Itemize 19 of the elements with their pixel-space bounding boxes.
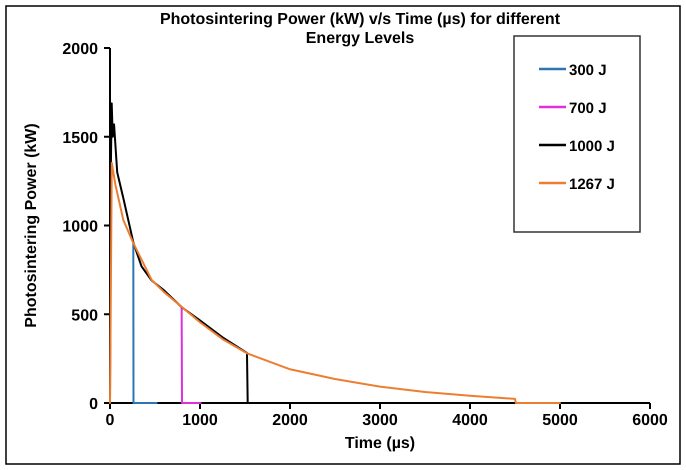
legend-label: 1000 J: [569, 138, 615, 155]
y-tick-label: 500: [71, 307, 98, 324]
x-tick-label: 2000: [272, 412, 308, 429]
x-tick-label: 0: [106, 412, 115, 429]
x-tick-label: 1000: [182, 412, 218, 429]
legend-label: 300 J: [569, 62, 607, 79]
y-tick-label: 2000: [62, 41, 98, 58]
x-tick-label: 6000: [632, 412, 668, 429]
x-tick-label: 4000: [452, 412, 488, 429]
legend-label: 700 J: [569, 100, 607, 117]
x-tick-label: 3000: [362, 412, 398, 429]
x-axis-title: Time (µs): [344, 435, 416, 452]
y-axis-title: Photosintering Power (kW): [23, 123, 40, 328]
x-tick-label: 5000: [542, 412, 578, 429]
y-tick-label: 1500: [62, 130, 98, 147]
chart-title: Photosintering Power (kW) v/s Time (µs) for different Energy Levels: [160, 11, 561, 47]
legend-label: 1267 J: [569, 176, 615, 193]
y-tick-label: 1000: [62, 218, 98, 236]
y-tick-label: 0: [89, 396, 98, 413]
